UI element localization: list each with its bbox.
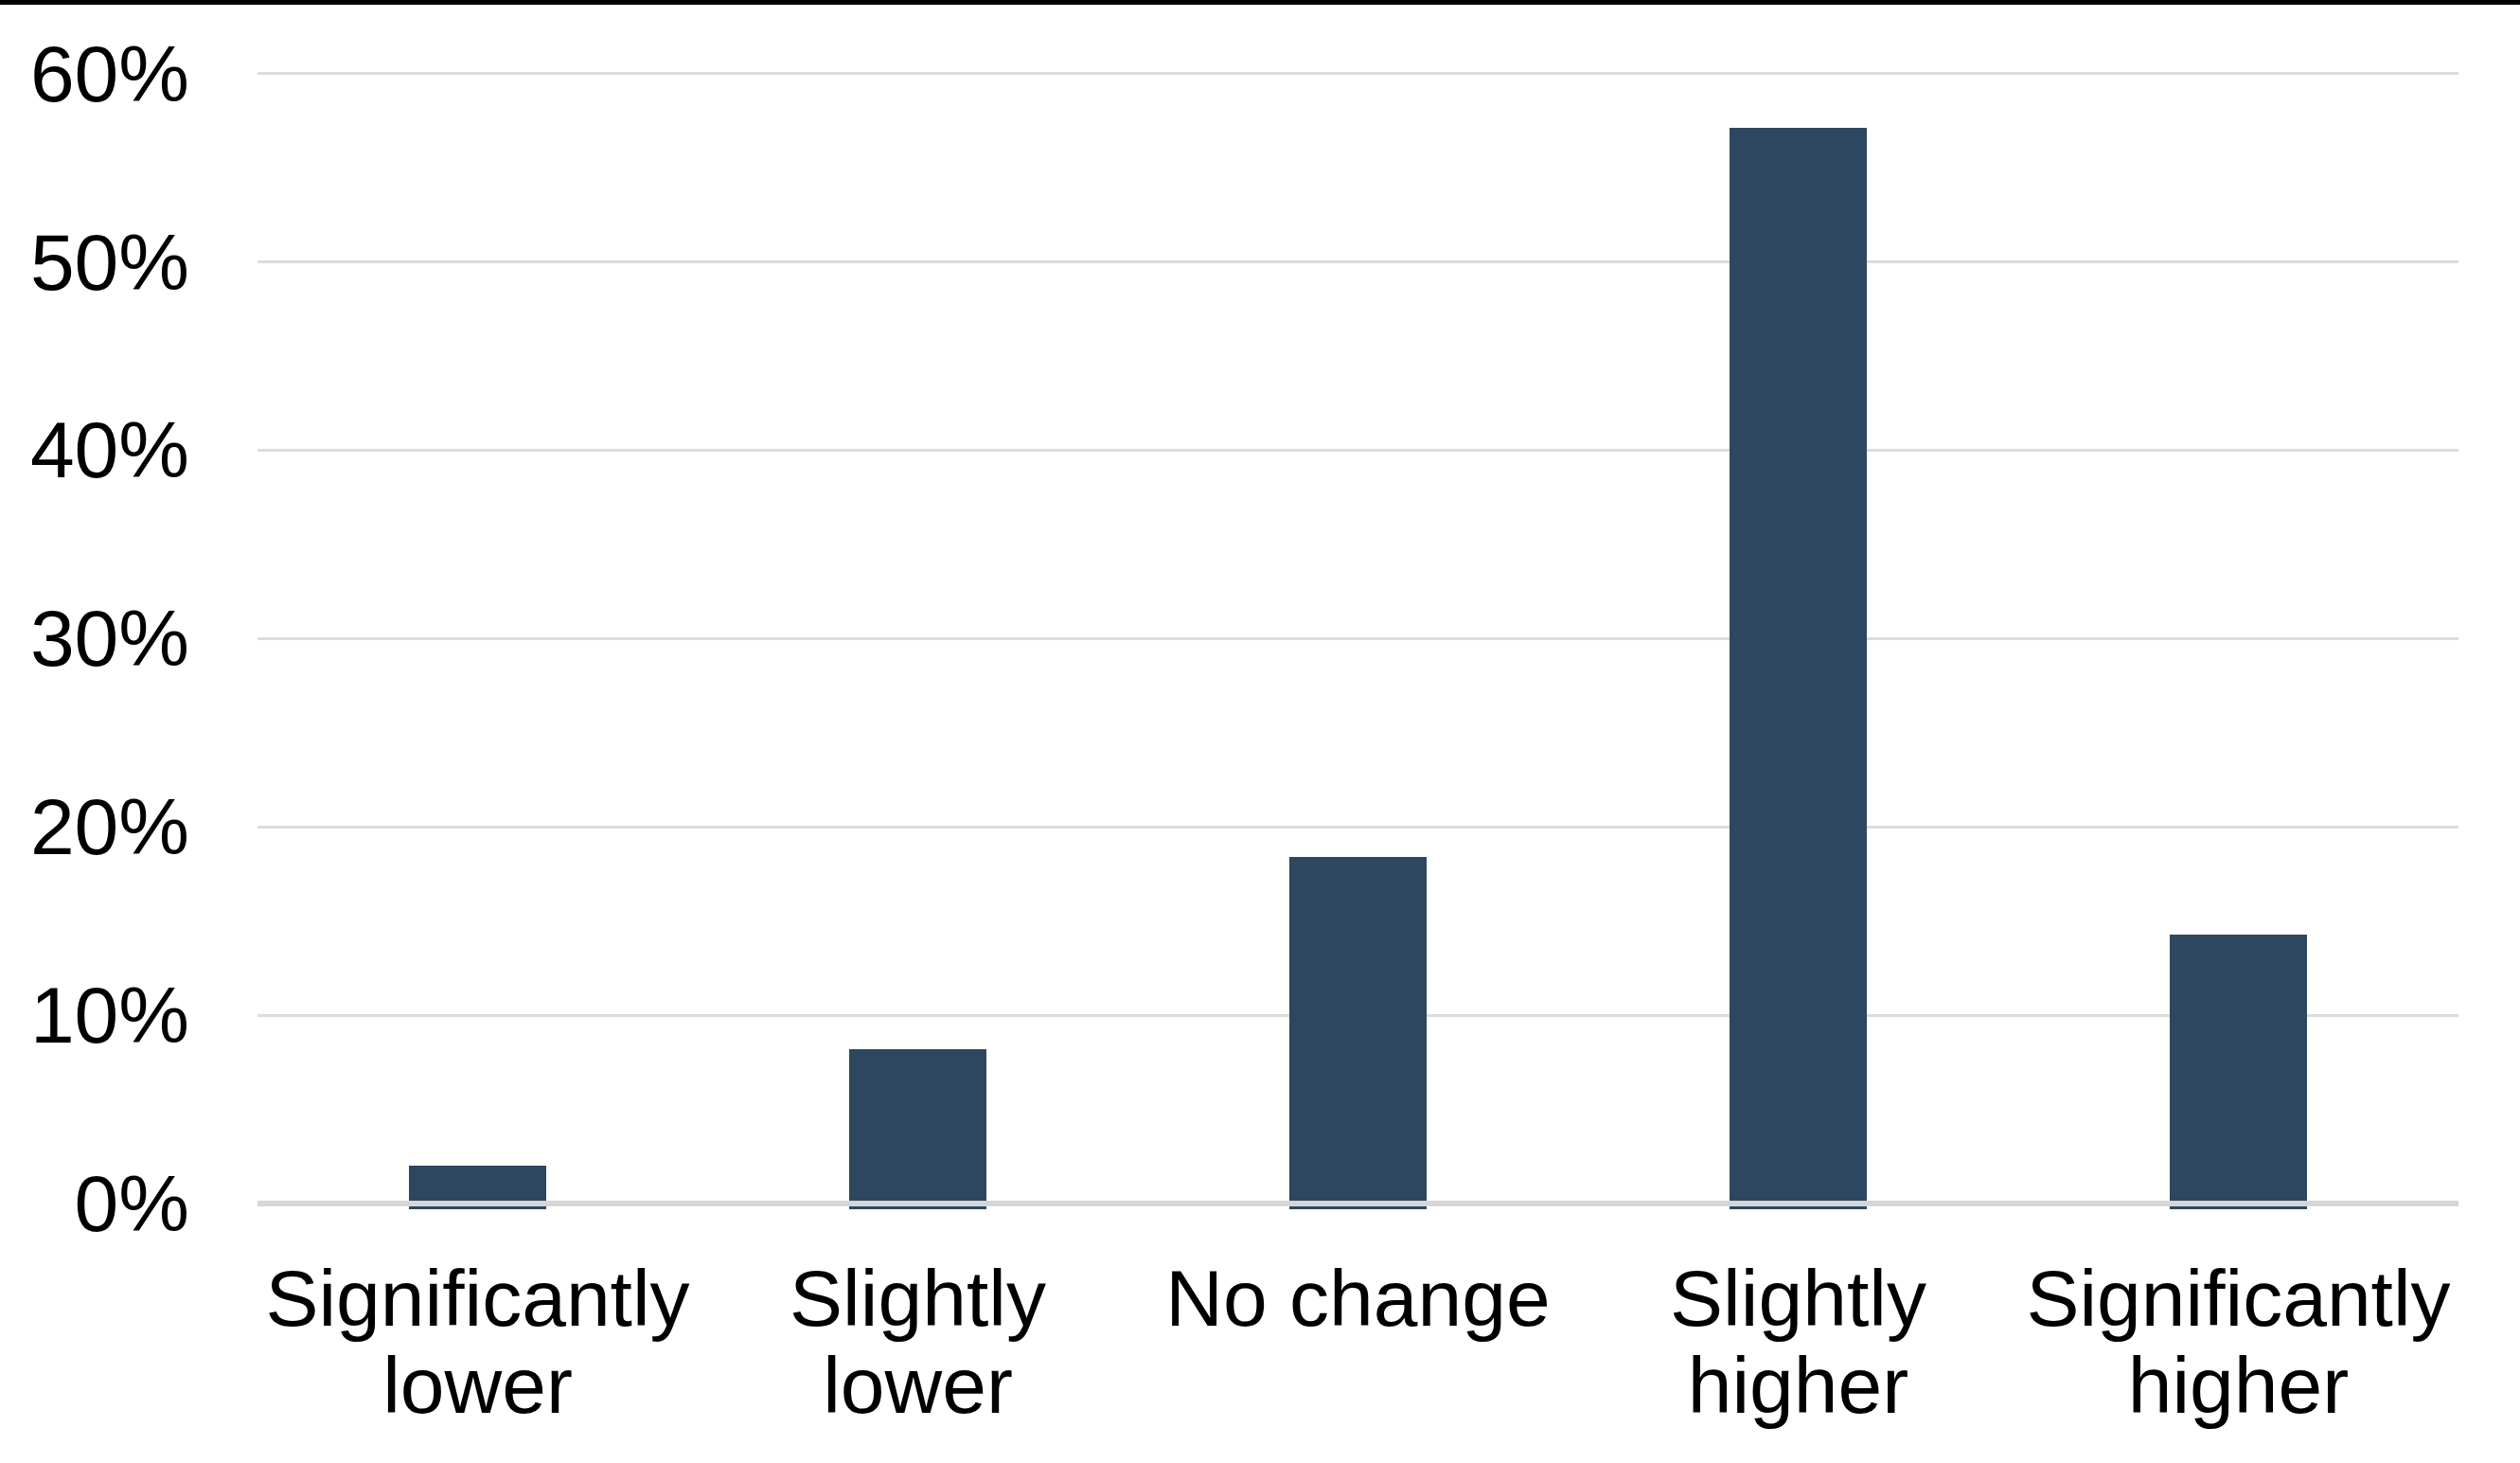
gridline-60 — [257, 72, 2458, 75]
x-axis-baseline — [257, 1201, 2458, 1206]
y-axis-tick-label-60pct: 60% — [0, 30, 189, 117]
top-border-line — [0, 0, 2520, 5]
bar-no-change — [1289, 857, 1427, 1209]
bar-significantly-higher — [2170, 935, 2307, 1209]
x-axis-label-no-change: No change — [1138, 1255, 1578, 1342]
y-axis-tick-label-30pct: 30% — [0, 595, 189, 682]
x-axis-label-slightly-higher: Slightly higher — [1578, 1255, 2018, 1429]
gridline-50 — [257, 260, 2458, 263]
y-axis-tick-label-20pct: 20% — [0, 783, 189, 870]
bar-slightly-higher — [1730, 128, 1867, 1209]
gridline-30 — [257, 637, 2458, 640]
y-axis-tick-label-10pct: 10% — [0, 972, 189, 1059]
gridline-20 — [257, 826, 2458, 829]
x-axis-label-significantly-higher: Significantly higher — [2018, 1255, 2458, 1429]
y-axis-tick-label-0pct: 0% — [0, 1160, 189, 1247]
y-axis-tick-label-50pct: 50% — [0, 219, 189, 306]
bar-chart: 0% 10% 20% 30% 40% 50% 60% Significantly lower… — [0, 0, 2520, 1463]
x-axis-label-slightly-lower: Slightly lower — [698, 1255, 1138, 1429]
x-axis-label-significantly-lower: Significantly lower — [257, 1255, 698, 1429]
bar-slightly-lower — [849, 1049, 986, 1209]
y-axis-tick-label-40pct: 40% — [0, 406, 189, 493]
gridline-40 — [257, 449, 2458, 452]
